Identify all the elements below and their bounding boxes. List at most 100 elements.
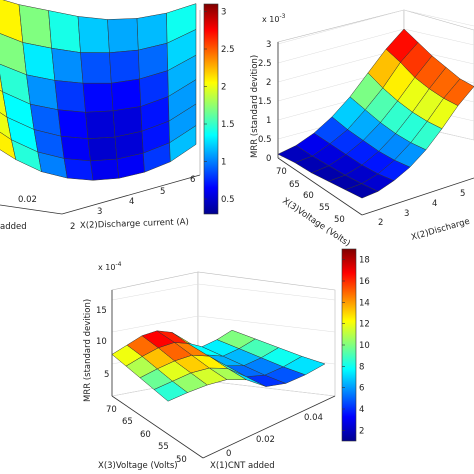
surface-patch — [111, 78, 142, 112]
z-tick-label: 3 — [266, 40, 271, 50]
z-tick-label: 1.5 — [258, 97, 272, 107]
colorbar-tick-label: 16 — [359, 277, 370, 287]
y-tick-label: 50 — [176, 455, 187, 465]
y-tick-label: 60 — [303, 191, 314, 201]
x-tick-label: 6 — [190, 175, 195, 185]
x-tick-label: 2 — [70, 222, 75, 232]
z-axis-ticks: 0 0.5 1 1.5 2 2.5 3 — [258, 40, 272, 164]
colorbar-top-left: 0.5 1 1.5 2 2.5 3 — [203, 3, 235, 215]
y-tick-label: 70 — [106, 405, 117, 415]
axis-line — [111, 395, 204, 459]
surface-patch — [87, 136, 118, 162]
z-tick-label: 2.5 — [258, 59, 272, 69]
colorbar-tick-label: 8 — [359, 362, 364, 372]
panel-top-right: x 10-3 0 0.5 1 1.5 2 2.5 3 70 65 60 55 5… — [250, 9, 474, 249]
axis-line — [277, 157, 363, 216]
grid-line — [197, 283, 336, 301]
colorbar-ticks: 0.5 1 1.5 2 2.5 3 — [204, 8, 235, 205]
colorbar-tick-label: 2 — [221, 83, 226, 93]
x-tick-label: 5 — [460, 189, 465, 199]
z-tick-label: 0.5 — [258, 135, 272, 145]
y-tick-label: 55 — [319, 203, 330, 213]
z-tick-label: 15 — [96, 306, 107, 316]
surface-top-right — [277, 28, 474, 199]
grid-line — [197, 379, 336, 397]
surface-patch — [51, 47, 84, 84]
surface-bottom — [111, 329, 326, 402]
surface-patch — [385, 28, 419, 63]
y-axis-ticks: 70 65 60 55 50 — [276, 167, 345, 225]
surface-top-left — [0, 0, 197, 181]
y-axis-ticks: 70 65 60 55 50 — [106, 405, 187, 465]
grid-line — [403, 28, 474, 46]
colorbar-tick-label: 14 — [359, 298, 370, 308]
surface-patch — [77, 16, 110, 53]
z-tick-label: 5 — [104, 370, 109, 380]
y-axis-label: X(3)Voltage (Volts) — [98, 461, 178, 471]
y-tick-label: 0.02 — [18, 195, 37, 205]
surface-patch — [169, 125, 197, 163]
colorbar-tick-label: 0.5 — [221, 195, 235, 205]
x-tick-label: 0 — [226, 449, 231, 459]
grid-line — [111, 283, 199, 301]
grid-line — [403, 9, 474, 27]
surface-patch — [18, 4, 52, 49]
colorbar-tick-label: 12 — [359, 320, 370, 330]
x-tick-label: 2 — [378, 218, 383, 228]
x-tick-label: 3 — [97, 207, 102, 217]
colorbar-tick-label: 18 — [359, 256, 370, 266]
z-axis-ticks: 5 10 15 — [96, 306, 109, 380]
colorbar-tick-label: 10 — [359, 341, 370, 351]
panel-top-left: 2 3 4 5 6 0.02 X(2)Discharge current (A)… — [0, 0, 235, 232]
y-tick-label: 65 — [122, 417, 133, 427]
y-tick-label: 50 — [334, 215, 345, 225]
panel-bottom: x 10-4 5 10 15 70 65 60 55 50 0 0.02 0.0… — [83, 248, 370, 471]
surface-patch — [107, 18, 139, 53]
x-axis-ticks: 2 3 4 5 6 — [70, 175, 195, 232]
y-tick-label: 70 — [276, 167, 287, 177]
y-axis-label: added — [0, 222, 27, 232]
axis-line — [0, 204, 63, 215]
x-axis-label: X(2)Discharge — [410, 217, 471, 243]
colorbar-tick-label: 3 — [221, 8, 226, 18]
grid-line — [111, 315, 199, 333]
colorbar — [203, 3, 219, 215]
surface-patch — [63, 158, 94, 181]
grid-line — [277, 9, 405, 45]
y-tick-label: 55 — [158, 442, 169, 452]
axis-line — [202, 395, 336, 459]
surface-patch — [48, 10, 81, 53]
surface-patch — [82, 82, 114, 113]
z-exponent: x 10-3 — [262, 13, 286, 24]
surface-patch — [80, 52, 112, 84]
axis-line — [361, 177, 474, 216]
surface-patch — [57, 109, 89, 139]
colorbar-tick-label: 2 — [359, 426, 364, 436]
x-axis-label: X(1)CNT added — [210, 461, 275, 471]
z-tick-label: 10 — [96, 337, 107, 347]
colorbar-ticks: 2 4 6 8 10 12 14 16 18 — [342, 256, 370, 436]
colorbar-tick-label: 1.5 — [221, 120, 235, 130]
grid-line — [277, 28, 405, 64]
surface-patch — [54, 80, 86, 113]
y-tick-label: 65 — [289, 180, 300, 190]
x-axis-ticks: 0 0.02 0.04 — [226, 413, 323, 459]
grid-line — [197, 315, 336, 333]
x-axis-label: X(2)Discharge current (A) — [80, 217, 189, 231]
colorbar-tick-label: 4 — [359, 405, 364, 415]
x-tick-label: 5 — [160, 187, 165, 197]
surface-patch — [109, 49, 140, 84]
colorbar-tick-label: 1 — [221, 158, 226, 168]
colorbar-tick-label: 2.5 — [221, 45, 235, 55]
x-tick-label: 0.04 — [304, 413, 323, 423]
z-exponent: x 10-4 — [98, 261, 122, 272]
x-tick-label: 3 — [404, 209, 409, 219]
z-tick-label: 2 — [266, 78, 271, 88]
z-tick-label: 1 — [266, 116, 271, 126]
surface-patch — [22, 42, 56, 81]
z-tick-label: 0 — [266, 154, 271, 164]
x-axis-ticks: 2 3 4 5 — [378, 189, 465, 228]
z-axis-label: MRR (standard devition) — [250, 55, 260, 158]
surface-patch — [60, 135, 91, 162]
